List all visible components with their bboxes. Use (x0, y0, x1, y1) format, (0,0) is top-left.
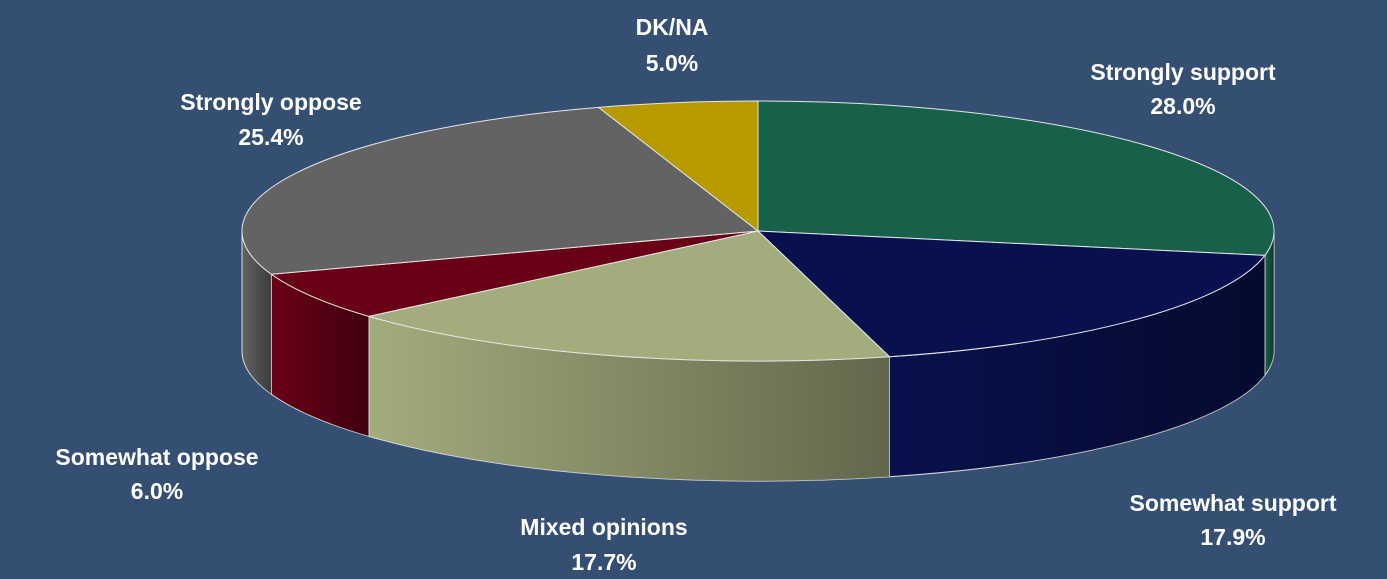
pie-slices (241, 100, 1275, 362)
slice-side-shade-somewhat-oppose (271, 274, 369, 437)
slice-side-shade-strongly-oppose (242, 231, 272, 395)
slice-value-somewhat-oppose: 6.0% (131, 478, 183, 504)
slice-label-somewhat-support: Somewhat support (1129, 490, 1336, 516)
slice-labels: Strongly support 28.0% Somewhat support … (55, 14, 1336, 575)
slice-label-dk-na: DK/NA (636, 14, 709, 40)
slice-value-strongly-oppose: 25.4% (238, 124, 303, 150)
slice-value-dk-na: 5.0% (646, 50, 698, 76)
slice-label-somewhat-oppose: Somewhat oppose (55, 444, 258, 470)
slice-strongly-oppose (241, 106, 760, 275)
slice-side-shade-mixed-opinions (368, 316, 890, 481)
slice-label-mixed-opinions: Mixed opinions (520, 514, 687, 540)
slice-label-strongly-support: Strongly support (1090, 59, 1276, 85)
pie-sides (241, 230, 1275, 482)
slice-value-somewhat-support: 17.9% (1200, 524, 1265, 550)
slice-dk-na (597, 100, 759, 233)
slice-value-strongly-support: 28.0% (1150, 93, 1215, 119)
slice-mixed-opinions (368, 230, 891, 362)
slice-side-shade-somewhat-support (889, 255, 1265, 477)
slice-label-strongly-oppose: Strongly oppose (180, 89, 361, 115)
slice-side-shade-strongly-support (1264, 231, 1274, 376)
slice-strongly-support (757, 100, 1275, 256)
slice-somewhat-support (756, 230, 1266, 358)
slice-somewhat-oppose (270, 230, 759, 317)
slice-value-mixed-opinions: 17.7% (571, 549, 636, 575)
